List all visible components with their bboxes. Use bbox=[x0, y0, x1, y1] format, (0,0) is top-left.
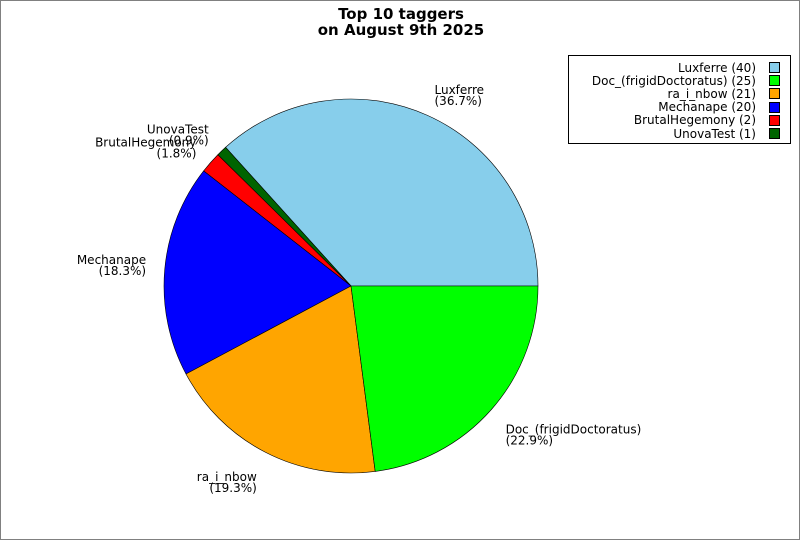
pie-slice-0 bbox=[225, 98, 539, 287]
legend-item: Luxferre (40) bbox=[569, 60, 790, 75]
legend-swatch bbox=[769, 101, 780, 113]
slice-label-4: ra_i_nbow bbox=[197, 470, 257, 484]
legend-swatch bbox=[769, 114, 780, 126]
legend-item: BrutalHegemony (2) bbox=[569, 113, 790, 128]
legend-label: Doc_(frigidDoctoratus) (25) bbox=[591, 73, 756, 88]
slice-percent-1: (0.9%) bbox=[169, 133, 209, 147]
legend-label: Luxferre (40) bbox=[677, 60, 756, 75]
chart-title-line-2: on August 9th 2025 bbox=[317, 21, 485, 39]
legend-swatch bbox=[769, 62, 780, 74]
legend-swatch bbox=[769, 88, 780, 100]
legend-label: BrutalHegemony (2) bbox=[633, 113, 756, 128]
legend-swatch bbox=[769, 128, 780, 140]
chart-title: Top 10 taggers on August 9th 2025 bbox=[1, 5, 799, 39]
chart-title-line-1: Top 10 taggers bbox=[338, 5, 464, 23]
pie-slice-3 bbox=[163, 170, 352, 375]
legend-swatch bbox=[769, 75, 780, 87]
slice-percent-4: (19.3%) bbox=[209, 481, 256, 495]
slice-label-0: Luxferre bbox=[435, 83, 485, 97]
legend-label: ra_i_nbow (21) bbox=[667, 86, 756, 101]
slice-percent-5: (22.9%) bbox=[506, 434, 553, 448]
legend-item: Doc_(frigidDoctoratus) (25) bbox=[569, 73, 790, 88]
slice-label-5: Doc_(frigidDoctoratus) bbox=[506, 423, 642, 437]
slice-label-3: Mechanape bbox=[77, 253, 146, 267]
pie-slice-4 bbox=[185, 285, 376, 474]
legend: Luxferre (40) Doc_(frigidDoctoratus) (25)… bbox=[568, 55, 791, 144]
slice-percent-3: (18.3%) bbox=[99, 264, 146, 278]
legend-item: UnovaTest (1) bbox=[569, 126, 790, 141]
slice-label-1: UnovaTest bbox=[147, 122, 209, 136]
slice-percent-2: (1.8%) bbox=[157, 146, 197, 160]
legend-label: Mechanape (20) bbox=[658, 100, 756, 115]
slice-percent-0: (36.7%) bbox=[435, 94, 482, 108]
legend-item: ra_i_nbow (21) bbox=[569, 86, 790, 101]
legend-label: UnovaTest (1) bbox=[673, 126, 756, 141]
legend-item: Mechanape (20) bbox=[569, 100, 790, 115]
slice-label-2: BrutalHegemony bbox=[95, 135, 196, 149]
pie-slice-5 bbox=[350, 285, 539, 472]
